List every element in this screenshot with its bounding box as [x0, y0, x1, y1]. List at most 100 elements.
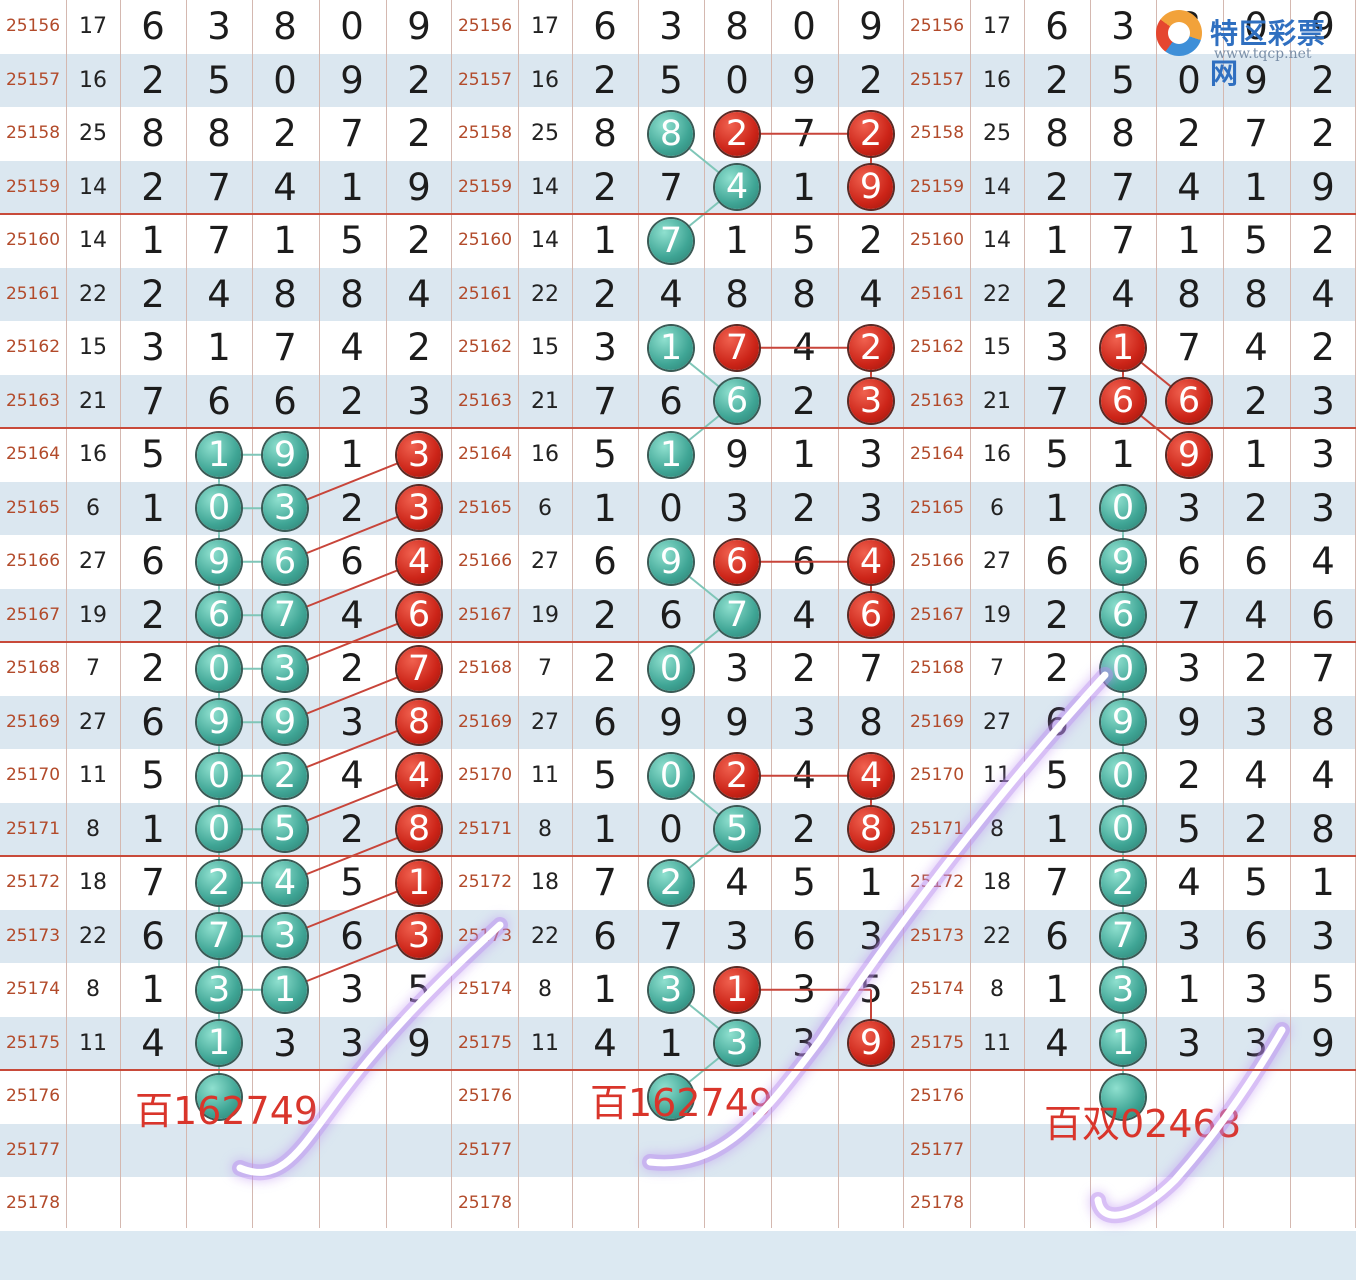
issue-number: 25166 — [909, 551, 965, 571]
digit-sum: 15 — [983, 335, 1011, 360]
issue-number: 25175 — [909, 1032, 965, 1053]
digit-cell: 9 — [725, 433, 749, 476]
issue-number: 25161 — [457, 283, 513, 304]
digit-cell — [572, 1124, 638, 1178]
digit-cell: 4 — [859, 272, 883, 316]
digit-cell: 6 — [1045, 700, 1069, 744]
table-row: 25157 16 2 5 0 9 2 — [452, 53, 904, 107]
digit-sum — [518, 1124, 572, 1178]
digit-cell: 1 — [659, 1021, 683, 1065]
digit-cell: 1 — [593, 219, 617, 262]
green-ball: 1 — [263, 967, 307, 1012]
red-ball: 3 — [849, 379, 893, 424]
digit-cell: 2 — [1244, 807, 1268, 851]
green-ball: 0 — [1101, 646, 1145, 691]
digit-sum: 17 — [983, 14, 1011, 39]
table-row: 25178 — [452, 1177, 904, 1231]
digit-cell: 1 — [1045, 486, 1069, 530]
digit-cell: 5 — [1045, 754, 1069, 797]
digit-cell: 4 — [659, 272, 683, 316]
digit-sum: 21 — [79, 388, 107, 414]
digit-cell: 3 — [859, 914, 883, 958]
digit-sum: 11 — [531, 763, 559, 788]
issue-number: 25175 — [457, 1032, 513, 1053]
grid-line — [572, 0, 573, 1228]
green-ball: 9 — [197, 700, 241, 745]
digit-cell: 6 — [593, 700, 617, 744]
digit-cell: 1 — [1045, 219, 1069, 262]
red-ball: 3 — [397, 432, 441, 477]
digit-cell: 6 — [1244, 540, 1268, 583]
digit-cell: 4 — [340, 593, 364, 637]
green-ball: 9 — [649, 539, 693, 584]
green-ball: 6 — [263, 539, 307, 584]
issue-number: 25176 — [5, 1086, 61, 1106]
digit-cell: 7 — [1177, 593, 1201, 637]
red-ball: 2 — [715, 111, 759, 156]
issue-number: 25162 — [909, 337, 965, 357]
digit-cell: 2 — [792, 379, 816, 423]
digit-cell: 6 — [207, 379, 231, 423]
digit-sum: 8 — [538, 816, 552, 842]
issue-number: 25164 — [457, 444, 513, 464]
issue-number: 25165 — [909, 497, 965, 518]
issue-number: 25166 — [457, 551, 513, 571]
digit-sum: 21 — [983, 388, 1011, 414]
digit-cell: 3 — [1177, 1021, 1201, 1065]
grid-line — [771, 0, 772, 1228]
digit-cell: 3 — [1045, 326, 1069, 369]
green-ball: 9 — [263, 432, 307, 477]
green-ball: 9 — [263, 700, 307, 745]
digit-cell: 2 — [1177, 754, 1201, 797]
digit-cell: 1 — [1045, 807, 1069, 851]
digit-cell: 5 — [593, 433, 617, 476]
green-ball: 1 — [197, 432, 241, 477]
digit-cell: 3 — [1244, 1021, 1268, 1065]
digit-cell: 8 — [207, 112, 231, 155]
digit-cell: 0 — [659, 486, 683, 530]
group-separator — [0, 427, 1356, 429]
green-ball: 3 — [263, 646, 307, 691]
digit-cell: 1 — [593, 807, 617, 851]
digit-cell — [771, 1070, 837, 1124]
digit-cell: 1 — [340, 433, 364, 476]
digit-cell: 6 — [593, 540, 617, 583]
red-ball: 6 — [1167, 379, 1211, 424]
digit-sum: 7 — [86, 656, 100, 681]
digit-cell: 2 — [859, 219, 883, 262]
digit-cell: 2 — [1177, 112, 1201, 155]
digit-cell: 9 — [1177, 700, 1201, 744]
red-ball: 9 — [849, 165, 893, 210]
digit-sum: 18 — [79, 870, 107, 895]
digit-cell: 5 — [340, 861, 364, 904]
digit-cell: 1 — [593, 486, 617, 530]
digit-cell: 6 — [1045, 540, 1069, 583]
red-ball: 9 — [849, 1021, 893, 1066]
digit-cell: 4 — [1244, 754, 1268, 797]
digit-cell: 6 — [141, 540, 165, 583]
digit-cell: 2 — [1244, 379, 1268, 423]
digit-cell: 6 — [141, 5, 165, 48]
digit-cell: 0 — [1244, 5, 1268, 48]
issue-number: 25167 — [5, 604, 61, 625]
digit-cell: 8 — [141, 112, 165, 155]
digit-cell: 5 — [859, 968, 883, 1011]
issue-number: 25169 — [5, 711, 61, 732]
digit-cell: 2 — [1244, 647, 1268, 690]
digit-cell: 7 — [141, 379, 165, 423]
digit-cell: 1 — [1045, 968, 1069, 1011]
issue-number: 25164 — [909, 444, 965, 464]
table-row: 251671926746 — [452, 588, 904, 642]
issue-number: 25173 — [5, 925, 61, 946]
red-ball: 2 — [849, 111, 893, 156]
digit-cell: 8 — [725, 5, 749, 48]
digit-sum: 8 — [990, 816, 1004, 842]
digit-cell: 5 — [141, 433, 165, 476]
digit-cell — [319, 1070, 385, 1124]
digit-cell: 3 — [725, 486, 749, 530]
digit-cell: 3 — [340, 700, 364, 744]
digit-cell: 6 — [659, 593, 683, 637]
